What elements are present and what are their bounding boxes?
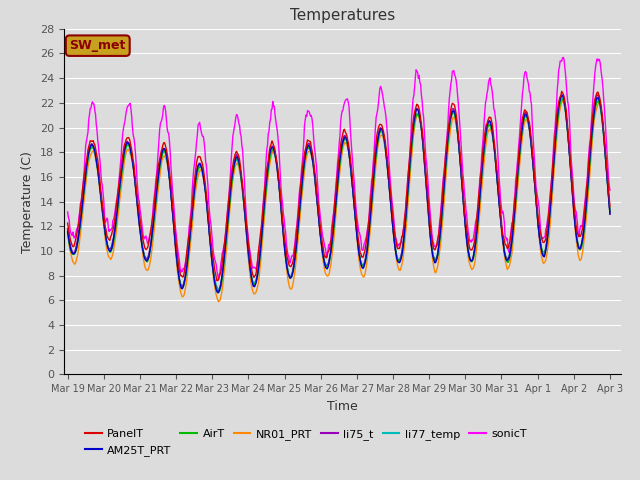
Legend: PanelT, AM25T_PRT, AirT, NR01_PRT, li75_t, li77_temp, sonicT: PanelT, AM25T_PRT, AirT, NR01_PRT, li75_…	[81, 425, 531, 460]
X-axis label: Time: Time	[327, 400, 358, 413]
Text: SW_met: SW_met	[70, 39, 126, 52]
Y-axis label: Temperature (C): Temperature (C)	[22, 151, 35, 252]
Title: Temperatures: Temperatures	[290, 9, 395, 24]
